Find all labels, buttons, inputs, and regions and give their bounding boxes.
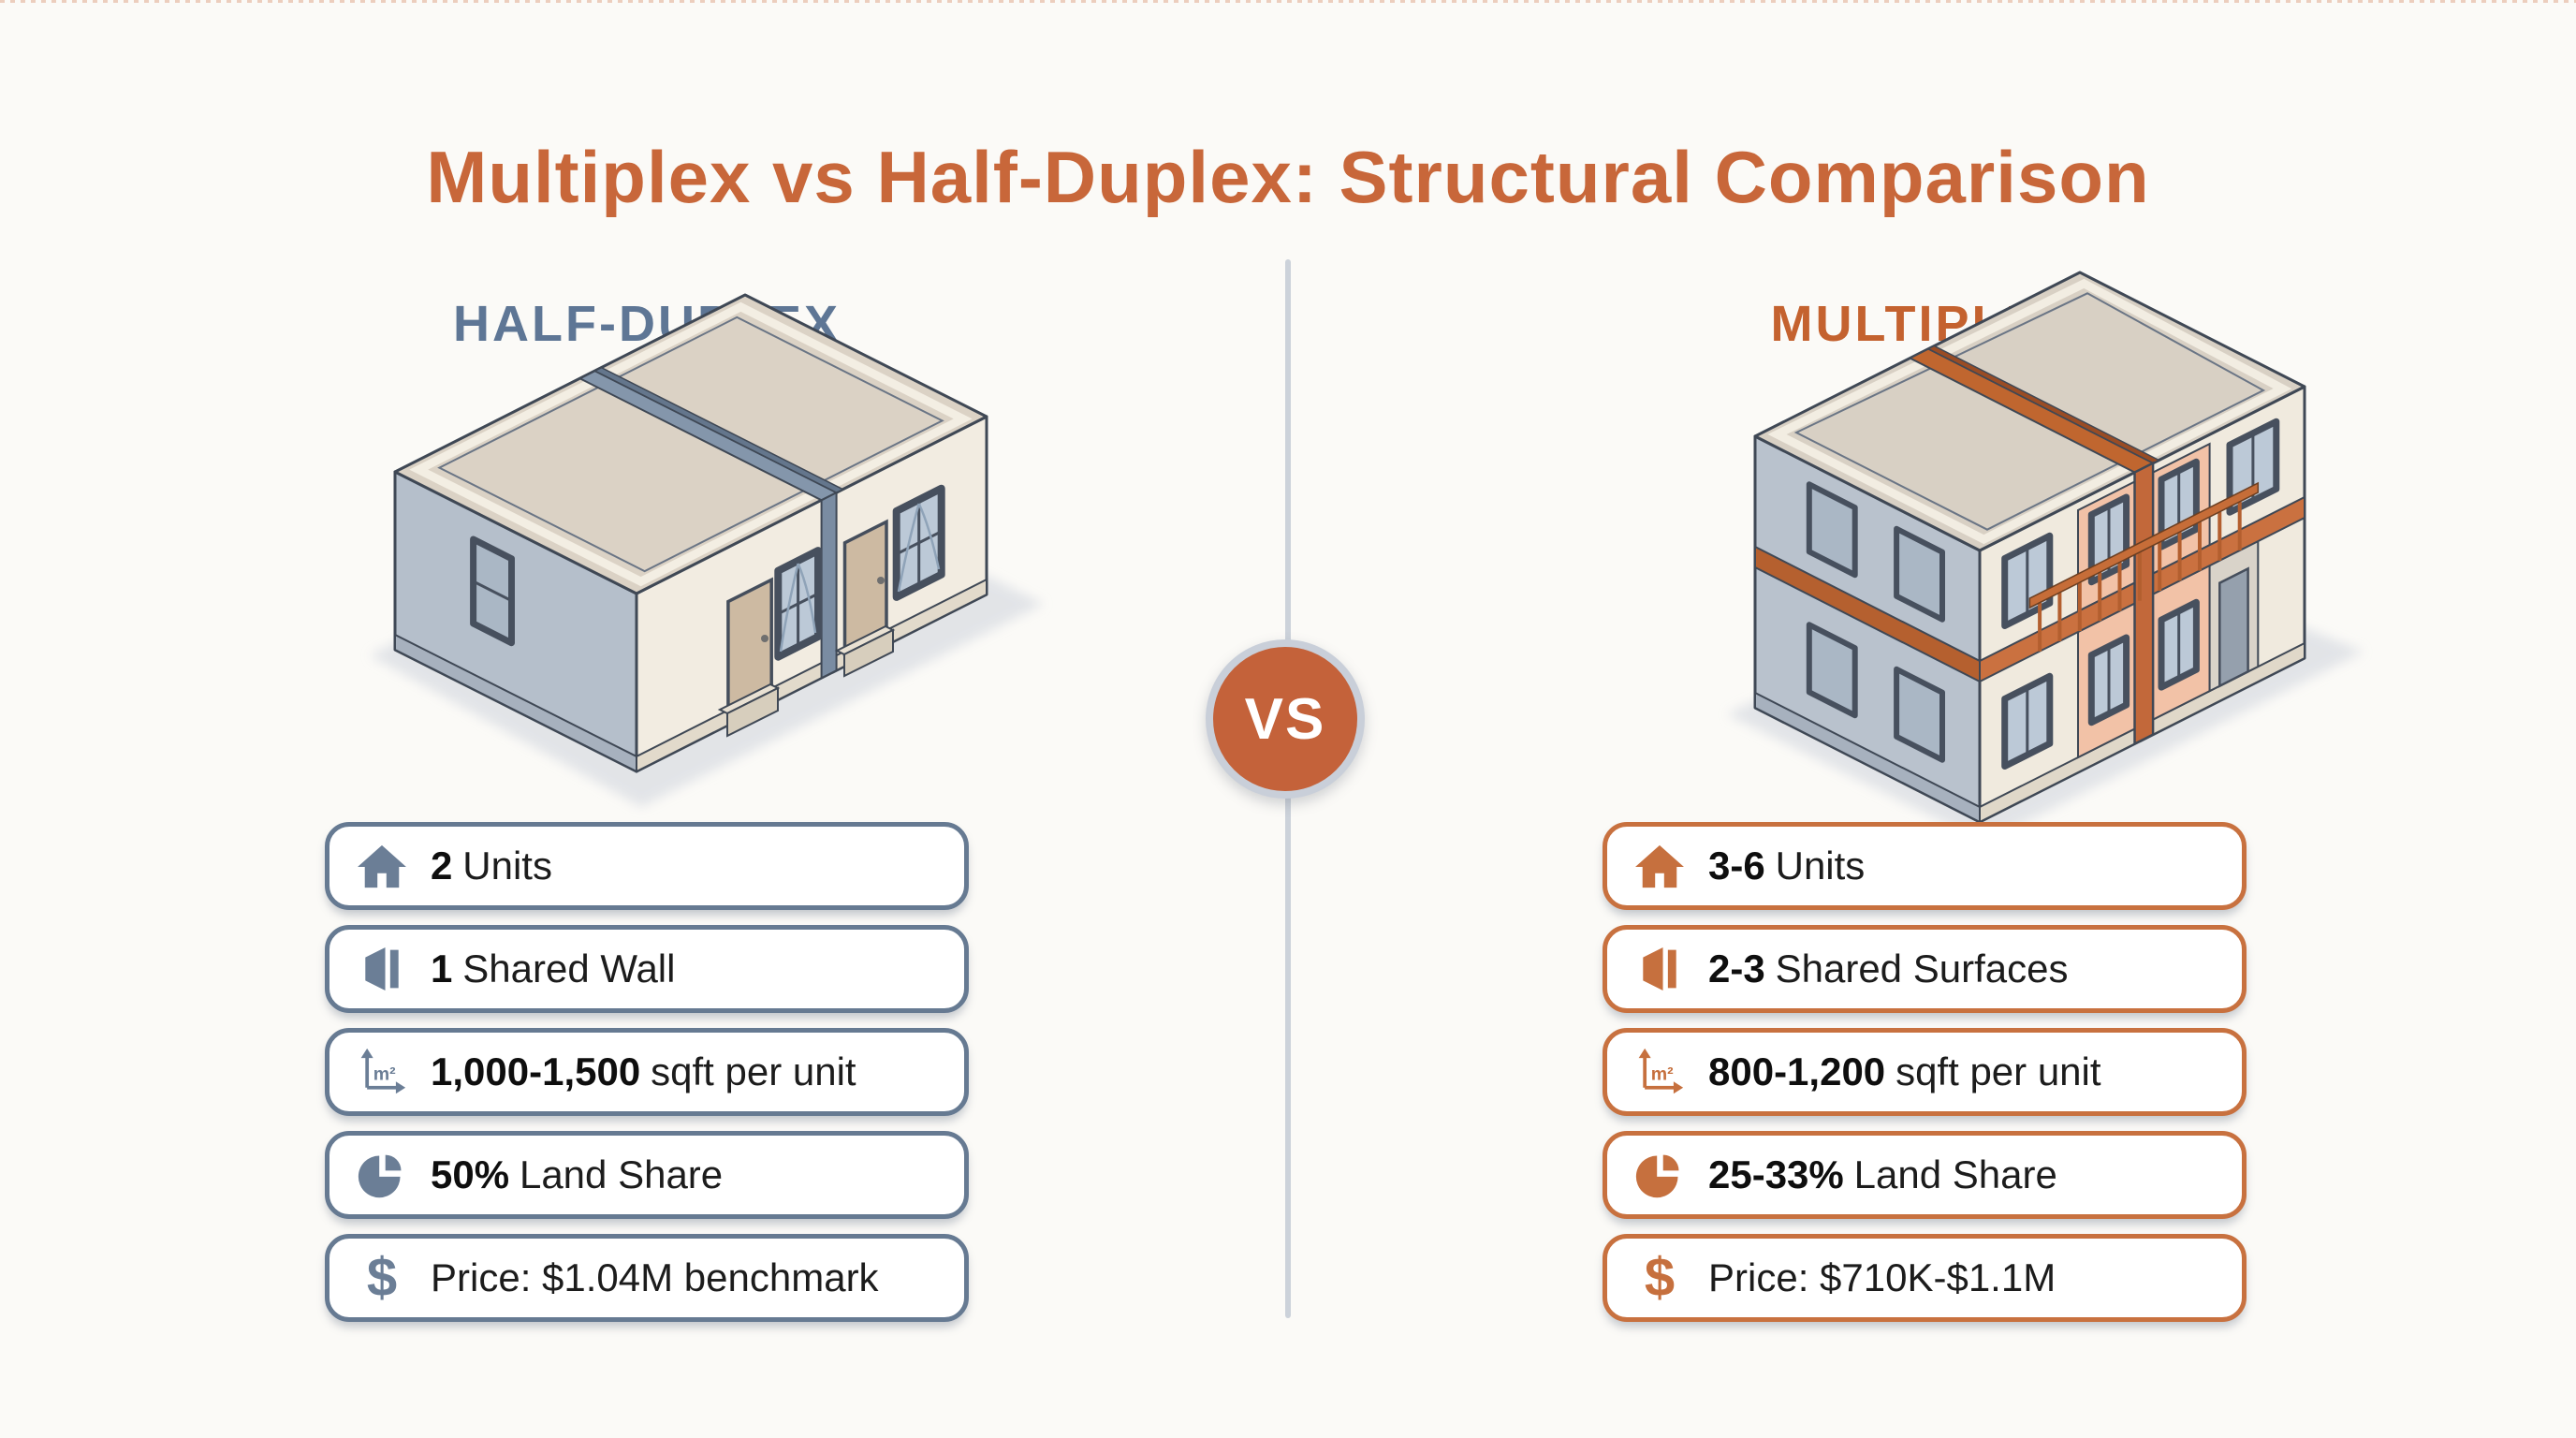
stat-value: 2	[431, 844, 453, 888]
stat-text: 3-6 Units	[1708, 844, 1865, 888]
side-base-trim	[394, 633, 637, 773]
side-window	[470, 536, 515, 647]
window	[892, 484, 945, 601]
top-edge-artifact	[0, 0, 2576, 3]
balcony-railing	[2028, 481, 2260, 652]
stat-price: $ Price: $710K-$1.1M	[1603, 1234, 2247, 1322]
side-facade	[393, 470, 638, 773]
entry-step	[717, 624, 896, 738]
front-base-trim	[636, 578, 988, 773]
dollar-icon: $	[1644, 1247, 1676, 1308]
area-icon: m²	[1630, 1047, 1690, 1097]
window	[2001, 418, 2280, 770]
stat-label: sqft per unit	[651, 1049, 856, 1093]
stat-label: Units	[1775, 844, 1866, 888]
salmon-bay	[2077, 442, 2211, 759]
stat-label: Shared Surfaces	[1775, 946, 2069, 990]
floor-band	[1754, 495, 2305, 683]
stat-text: 50% Land Share	[431, 1152, 723, 1197]
stat-units: 2 Units	[325, 822, 969, 910]
stat-text: 1,000-1,500 sqft per unit	[431, 1049, 856, 1094]
multiplex-stats: 3-6 Units 2-3 Shared Surfaces m² 800-1,200…	[1603, 822, 2247, 1322]
vs-badge: VS	[1206, 639, 1365, 799]
stat-value: 800-1,200	[1708, 1049, 1886, 1093]
front-facade	[1978, 385, 2306, 824]
shared-wall-icon	[1630, 944, 1690, 994]
area-icon: m²	[352, 1047, 412, 1097]
stat-value: 2-3	[1708, 946, 1765, 990]
shared-wall-highlight	[1908, 345, 2160, 746]
stat-label: Shared Wall	[462, 946, 676, 990]
window	[774, 547, 822, 661]
pie-chart-icon	[352, 1150, 412, 1200]
stat-text: 1 Shared Wall	[431, 946, 675, 991]
stat-label: sqft per unit	[1895, 1049, 2101, 1093]
pie-chart-icon	[1630, 1150, 1690, 1200]
stat-text: 2-3 Shared Surfaces	[1708, 946, 2068, 991]
ground-shadow	[1727, 539, 2364, 843]
shared-wall-icon	[352, 944, 412, 994]
stat-value: 1,000-1,500	[431, 1049, 641, 1093]
stat-area: m² 800-1,200 sqft per unit	[1603, 1028, 2247, 1116]
stat-text: 25-33% Land Share	[1708, 1152, 2057, 1197]
page-title: Multiplex vs Half-Duplex: Structural Com…	[426, 136, 2150, 219]
svg-text:m²: m²	[373, 1064, 396, 1084]
home-icon	[1630, 843, 1690, 889]
door	[726, 577, 773, 715]
front-facade	[635, 415, 988, 773]
side-facade	[1753, 434, 1982, 824]
stat-value: 25-33%	[1708, 1152, 1844, 1196]
stat-value: 3-6	[1708, 844, 1765, 888]
stat-value: 50%	[431, 1152, 510, 1196]
shared-wall-highlight	[578, 366, 845, 680]
stat-label: Price: $1.04M benchmark	[431, 1255, 879, 1299]
stat-land-share: 25-33% Land Share	[1603, 1131, 2247, 1219]
home-icon	[352, 843, 412, 889]
stat-text: 2 Units	[431, 844, 552, 888]
roof-parapet-inner	[437, 315, 944, 573]
side-window	[1806, 481, 1945, 763]
stat-text: 800-1,200 sqft per unit	[1708, 1049, 2101, 1094]
ground-shadow	[370, 461, 1044, 807]
stat-label: Price: $710K-$1.1M	[1708, 1255, 2056, 1299]
stat-area: m² 1,000-1,500 sqft per unit	[325, 1028, 969, 1116]
dollar-icon: $	[366, 1247, 398, 1308]
side-base-trim	[1754, 691, 1981, 824]
half-duplex-heading: HALF-DUPLEX	[453, 295, 841, 352]
half-duplex-illustration	[370, 293, 1044, 807]
recessed-entry	[2208, 539, 2260, 693]
stat-label: Units	[462, 844, 552, 888]
stat-price: $ Price: $1.04M benchmark	[325, 1234, 969, 1322]
stat-units: 3-6 Units	[1603, 822, 2247, 910]
multiplex-heading: MULTIPLEX	[1770, 295, 2079, 352]
stat-shared-surfaces: 2-3 Shared Surfaces	[1603, 925, 2247, 1013]
vs-label: VS	[1244, 686, 1326, 752]
stat-land-share: 50% Land Share	[325, 1131, 969, 1219]
stat-shared-wall: 1 Shared Wall	[325, 925, 969, 1013]
stat-label: Land Share	[519, 1152, 724, 1196]
stat-text: Price: $710K-$1.1M	[1708, 1255, 2056, 1300]
door	[842, 519, 888, 656]
stat-label: Land Share	[1853, 1152, 2057, 1196]
half-duplex-stats: 2 Units 1 Shared Wall m² 1,000-1,500 sqft p…	[325, 822, 969, 1322]
stat-text: Price: $1.04M benchmark	[431, 1255, 879, 1300]
stat-value: 1	[431, 946, 453, 990]
front-base-trim	[1979, 641, 2305, 824]
svg-text:m²: m²	[1651, 1064, 1674, 1084]
